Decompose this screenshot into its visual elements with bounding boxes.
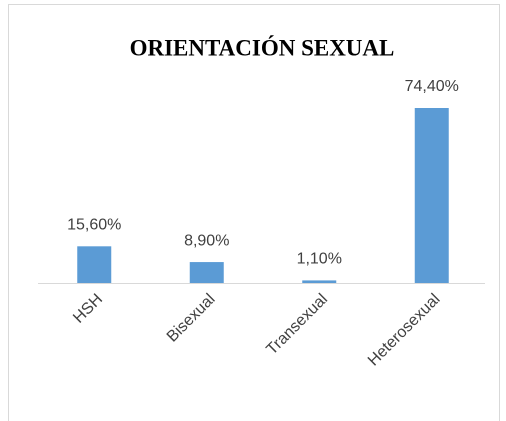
x-tick-label: HSH xyxy=(70,291,106,327)
bar xyxy=(189,262,224,283)
chart-title: ORIENTACIÓN SEXUAL xyxy=(130,34,395,60)
value-label: 15,60% xyxy=(67,217,121,234)
bar xyxy=(302,280,337,283)
bar xyxy=(77,246,112,283)
bar xyxy=(414,108,449,283)
value-label: 8,90% xyxy=(184,232,229,249)
x-tick-label: Heterosexual xyxy=(365,291,444,370)
value-label: 74,40% xyxy=(405,78,459,95)
value-label: 1,10% xyxy=(297,251,342,268)
chart-frame xyxy=(8,4,500,421)
x-tick-label: Bisexual xyxy=(164,291,219,346)
x-tick-label: Transexual xyxy=(263,291,331,359)
